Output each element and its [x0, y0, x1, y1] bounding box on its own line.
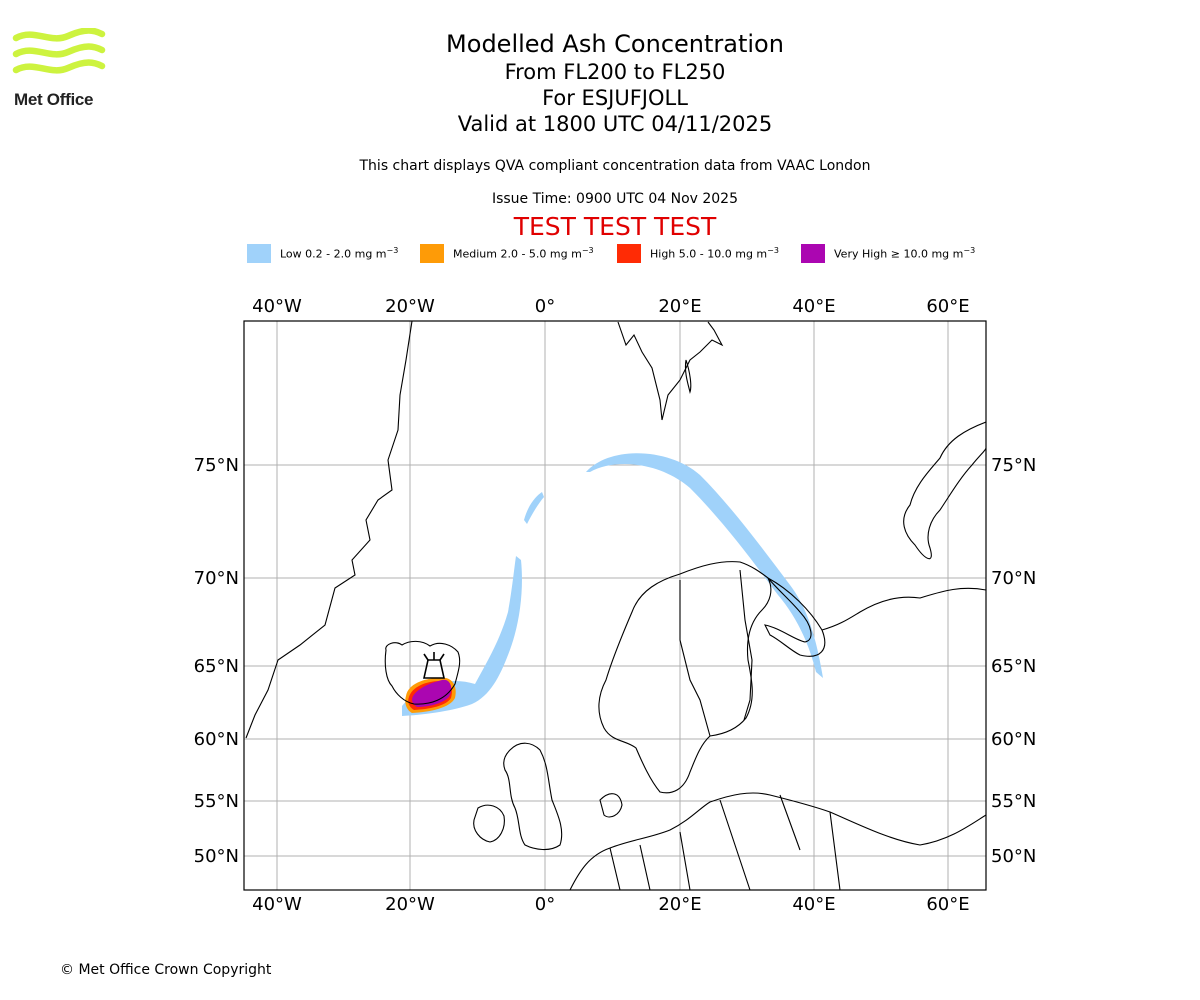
map-frame — [243, 320, 987, 891]
lon-label-bottom: 20°W — [385, 894, 435, 915]
legend-swatch-very-high — [801, 244, 825, 263]
lon-label-top: 40°W — [252, 296, 302, 317]
legend-label-very-high: Very High ≥ 10.0 mg m — [834, 247, 964, 261]
lon-label-top: 40°E — [792, 296, 835, 317]
legend-exponent: −3 — [767, 246, 779, 255]
volcano-name: For ESJUFJOLL — [542, 86, 688, 110]
greenland-coast — [245, 321, 413, 739]
chart-title-block: Modelled Ash Concentration From FL200 to… — [0, 30, 1200, 137]
svalbard-island — [684, 359, 692, 394]
lon-label-bottom: 40°E — [792, 894, 835, 915]
issue-time: Issue Time: 0900 UTC 04 Nov 2025 — [491, 191, 739, 207]
logo-text: Met Office — [14, 90, 94, 109]
lon-label-top: 20°W — [385, 296, 435, 317]
valid-time: Valid at 1800 UTC 04/11/2025 — [457, 112, 773, 136]
lat-label-right: 70°N — [991, 568, 1036, 589]
lon-label-top: 0° — [535, 296, 555, 317]
volcano-icon — [423, 652, 445, 679]
lat-label-left: 75°N — [194, 455, 239, 476]
legend-label-high: High 5.0 - 10.0 mg m — [650, 247, 768, 261]
legend-label-medium: Medium 2.0 - 5.0 mg m — [453, 247, 582, 261]
iceland-coast — [384, 640, 461, 705]
lat-label-left: 60°N — [194, 729, 239, 750]
novaya-zemlya-coast — [903, 421, 986, 560]
finland-border — [739, 569, 753, 721]
lat-label-left: 50°N — [194, 846, 239, 867]
legend-swatch-medium — [420, 244, 444, 263]
legend-exponent: −3 — [963, 246, 976, 255]
kola-coast — [764, 577, 826, 657]
lat-label-left: 70°N — [194, 568, 239, 589]
lon-label-top: 20°E — [658, 296, 701, 317]
longitude-labels: 40°W 20°W 0° 20°E 40°E 60°E 40°W 20°W 0°… — [252, 296, 969, 915]
svalbard-coast — [617, 321, 724, 421]
met-office-logo: Met Office — [12, 28, 108, 110]
met-office-wave-icon — [12, 28, 106, 74]
legend-swatch-high — [617, 244, 641, 263]
chart-description: This chart displays QVA compliant concen… — [359, 158, 871, 174]
russia-arctic-coast — [821, 587, 986, 631]
britain-coast — [503, 742, 563, 851]
continent-borders — [609, 794, 841, 890]
lon-label-bottom: 0° — [535, 894, 555, 915]
lon-label-bottom: 40°W — [252, 894, 302, 915]
ireland-coast — [473, 804, 505, 843]
latitude-labels: 75°N 70°N 65°N 60°N 55°N 50°N 75°N 70°N … — [194, 455, 1037, 867]
denmark-coast — [599, 793, 623, 818]
graticule — [244, 321, 986, 890]
legend-exponent: −3 — [386, 246, 399, 255]
scandinavia-coast — [598, 561, 772, 794]
lat-label-right: 75°N — [991, 455, 1036, 476]
chart-title: Modelled Ash Concentration — [446, 30, 784, 58]
ash-low-concentration — [402, 453, 823, 716]
lon-label-bottom: 20°E — [658, 894, 701, 915]
scandinavia-border — [679, 580, 711, 737]
ash-very-high-concentration — [412, 679, 452, 707]
lat-label-right: 60°N — [991, 729, 1036, 750]
legend-exponent: −3 — [581, 246, 594, 255]
lat-label-right: 65°N — [991, 656, 1036, 677]
coastlines — [245, 321, 986, 890]
continent-coast — [569, 792, 986, 890]
lat-label-right: 50°N — [991, 846, 1036, 867]
lat-label-left: 55°N — [194, 791, 239, 812]
lon-label-bottom: 60°E — [926, 894, 969, 915]
test-banner: TEST TEST TEST — [513, 212, 717, 241]
lon-label-top: 60°E — [926, 296, 969, 317]
copyright-notice: © Met Office Crown Copyright — [60, 962, 272, 978]
lat-label-right: 55°N — [991, 791, 1036, 812]
legend-swatch-low — [247, 244, 271, 263]
lat-label-left: 65°N — [194, 656, 239, 677]
legend-label-low: Low 0.2 - 2.0 mg m — [280, 247, 387, 261]
flight-level-range: From FL200 to FL250 — [504, 60, 726, 84]
